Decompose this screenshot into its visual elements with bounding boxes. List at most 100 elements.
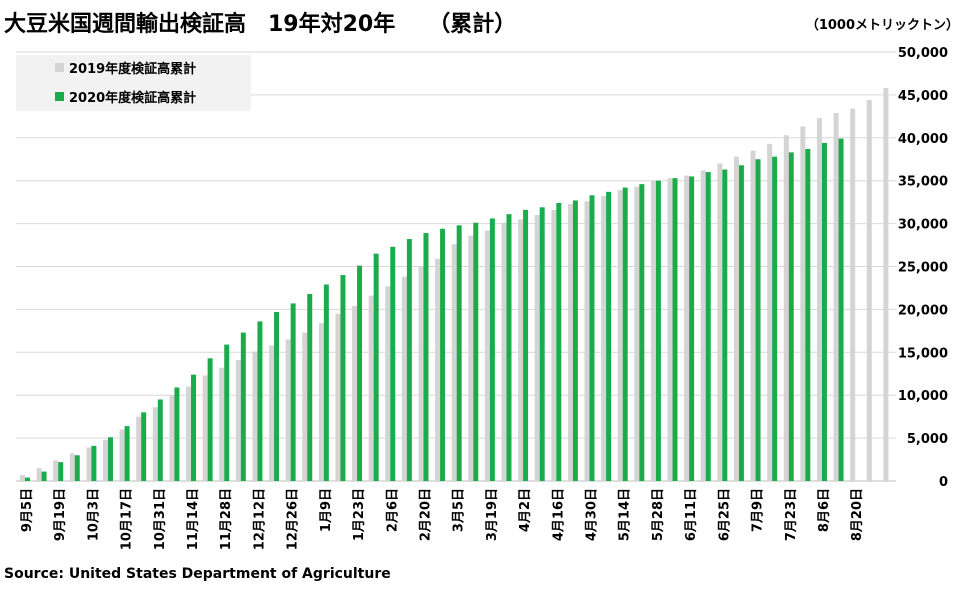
x-tick-label: 8月20日 bbox=[850, 488, 865, 541]
bar-2019 bbox=[816, 118, 822, 481]
y-tick-label: 35,000 bbox=[898, 175, 948, 190]
bar-2020 bbox=[157, 399, 163, 481]
bar-2020 bbox=[589, 195, 595, 481]
x-tick-label: 9月19日 bbox=[53, 488, 68, 541]
x-tick-label: 9月5日 bbox=[20, 488, 35, 532]
y-tick-label: 25,000 bbox=[898, 261, 948, 276]
bar-2020 bbox=[689, 176, 695, 481]
bar-2019 bbox=[650, 180, 656, 481]
y-tick-label: 5,000 bbox=[907, 432, 948, 447]
bar-2020 bbox=[622, 187, 628, 481]
bar-2020 bbox=[323, 284, 329, 481]
x-tick-label: 6月25日 bbox=[717, 488, 732, 541]
bar-2020 bbox=[24, 477, 30, 481]
bar-2019 bbox=[850, 108, 856, 482]
source-note: Source: United States Department of Agri… bbox=[4, 566, 391, 582]
bar-2019 bbox=[119, 429, 125, 481]
x-tick-label: 6月11日 bbox=[684, 488, 699, 541]
bar-2020 bbox=[489, 218, 495, 481]
bar-2019 bbox=[501, 222, 507, 481]
bar-2019 bbox=[518, 219, 524, 481]
bar-2020 bbox=[556, 203, 562, 481]
bar-2019 bbox=[451, 244, 457, 481]
bar-2019 bbox=[318, 323, 324, 481]
bar-2019 bbox=[269, 345, 275, 481]
bar-2019 bbox=[617, 190, 623, 481]
bar-2019 bbox=[700, 170, 706, 482]
x-tick-label: 4月16日 bbox=[551, 488, 566, 541]
bar-2020 bbox=[755, 159, 761, 481]
x-axis-ticks: 9月5日 9月19日 10月3日 10月17日 10月31日 11月14日 11月28日 12… bbox=[20, 488, 865, 550]
bar-2019 bbox=[750, 150, 756, 482]
x-tick-label: 10月31日 bbox=[153, 488, 168, 550]
y-tick-label: 30,000 bbox=[898, 218, 948, 233]
y-tick-label: 50,000 bbox=[898, 46, 948, 61]
bar-2019 bbox=[352, 305, 358, 481]
bar-2019 bbox=[136, 416, 142, 481]
bar-2019 bbox=[717, 163, 723, 482]
bar-2020 bbox=[373, 253, 379, 481]
bar-2020 bbox=[406, 239, 412, 481]
bar-2020 bbox=[58, 462, 64, 481]
bar-2020 bbox=[440, 228, 446, 481]
bar-2019 bbox=[252, 351, 258, 481]
bar-2019 bbox=[285, 339, 291, 481]
bar-2019 bbox=[401, 276, 407, 481]
bar-2020 bbox=[174, 387, 180, 481]
y-tick-label: 15,000 bbox=[898, 346, 948, 361]
bar-2019 bbox=[335, 313, 341, 481]
bar-2019 bbox=[435, 258, 441, 481]
bar-2020 bbox=[274, 311, 280, 481]
bar-2019 bbox=[767, 143, 773, 481]
bar-2019 bbox=[833, 112, 839, 481]
x-tick-label: 1月9日 bbox=[319, 488, 334, 532]
bar-2020 bbox=[639, 184, 645, 481]
x-tick-label: 4月30日 bbox=[585, 488, 600, 541]
x-tick-label: 12月12日 bbox=[252, 488, 267, 550]
bar-2019 bbox=[302, 332, 308, 481]
x-tick-label: 11月28日 bbox=[219, 488, 234, 550]
bar-2019 bbox=[584, 201, 590, 482]
bar-2020 bbox=[821, 142, 827, 481]
bar-2019 bbox=[733, 156, 739, 481]
bar-2020 bbox=[539, 207, 545, 481]
x-tick-label: 7月23日 bbox=[784, 488, 799, 541]
bar-2020 bbox=[456, 225, 462, 481]
bar-2020 bbox=[41, 471, 47, 481]
bar-2020 bbox=[722, 169, 728, 481]
bar-2019 bbox=[418, 266, 424, 481]
bar-2020 bbox=[224, 344, 230, 481]
bar-2019 bbox=[551, 209, 557, 481]
bar-2019 bbox=[468, 235, 474, 481]
bar-2020 bbox=[290, 303, 296, 481]
bar-2020 bbox=[672, 178, 678, 481]
bar-2019 bbox=[20, 474, 25, 481]
bar-2020 bbox=[141, 412, 147, 481]
bar-2019 bbox=[783, 135, 789, 481]
bar-2020 bbox=[838, 138, 844, 481]
bar-2019 bbox=[36, 468, 42, 481]
y-axis-ticks: 0 5,000 10,000 15,000 20,000 25,000 30,000 35,0… bbox=[898, 46, 948, 490]
bar-2019 bbox=[385, 286, 391, 481]
legend: 2019年度検証高累計 2020年度検証高累計 bbox=[16, 55, 251, 111]
bar-2019 bbox=[484, 230, 490, 481]
y-tick-label: 20,000 bbox=[898, 303, 948, 318]
bar-2019 bbox=[667, 178, 673, 481]
bar-2020 bbox=[655, 180, 661, 481]
bar-2020 bbox=[191, 374, 196, 481]
bar-2020 bbox=[606, 191, 612, 481]
bar-2019 bbox=[684, 175, 690, 481]
bar-2020 bbox=[473, 222, 479, 481]
bar-2020 bbox=[805, 148, 811, 482]
bar-2019 bbox=[368, 295, 374, 481]
bar-2020 bbox=[506, 214, 512, 482]
bar-2020 bbox=[523, 209, 529, 481]
x-tick-label: 12月26日 bbox=[286, 488, 301, 550]
bar-2020 bbox=[257, 321, 263, 481]
bar-2019 bbox=[883, 88, 889, 481]
x-tick-label: 10月17日 bbox=[120, 488, 135, 550]
legend-swatch-2019 bbox=[55, 63, 64, 72]
unit-label: （1000メトリックトン） bbox=[805, 18, 959, 33]
x-tick-label: 8月6日 bbox=[817, 488, 832, 532]
